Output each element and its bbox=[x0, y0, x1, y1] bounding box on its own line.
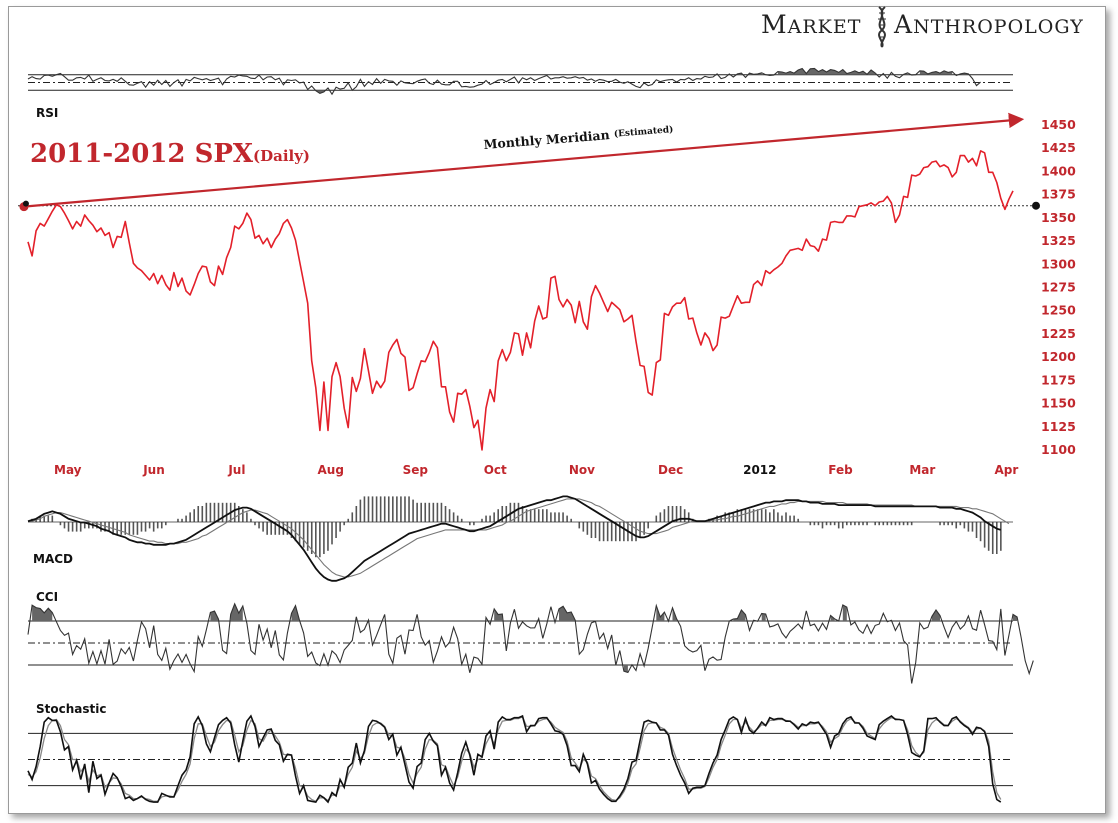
rsi-overbought-fill bbox=[919, 70, 953, 75]
y-tick-label: 1100 bbox=[1041, 442, 1076, 457]
cci-overbought-fill bbox=[656, 605, 665, 621]
y-tick-label: 1300 bbox=[1041, 256, 1076, 271]
cci-line bbox=[27, 602, 1034, 684]
stochastic-panel bbox=[27, 714, 1013, 804]
meridian-label: Monthly Meridian (Estimated) bbox=[483, 122, 674, 152]
cci-overbought-fill bbox=[291, 605, 300, 621]
cci-label: CCI bbox=[36, 590, 58, 604]
stochastic-fast-line bbox=[27, 714, 1002, 804]
price-panel: 1100 1125 1150 1175 1200 1225 1250 1275 1300 1325… bbox=[18, 112, 1076, 477]
cci-overbought-fill bbox=[559, 606, 576, 621]
y-tick-label: 1150 bbox=[1041, 396, 1076, 411]
x-tick-label: Sep bbox=[403, 463, 429, 477]
cci-overbought-fill bbox=[761, 613, 766, 621]
x-tick-label: Dec bbox=[658, 463, 683, 477]
macd-label: MACD bbox=[33, 552, 73, 566]
y-tick-label: 1125 bbox=[1041, 419, 1076, 434]
stochastic-slow-line bbox=[27, 716, 1002, 803]
rsi-panel bbox=[27, 67, 1013, 96]
cci-overbought-fill bbox=[842, 604, 847, 621]
cci-oversold-fill bbox=[623, 665, 628, 673]
cci-overbought-fill bbox=[230, 603, 243, 621]
brand-m: M bbox=[761, 10, 788, 39]
spx-price-line bbox=[27, 150, 1014, 451]
rsi-label: RSI bbox=[36, 106, 58, 120]
x-tick-label: Feb bbox=[828, 463, 853, 477]
cci-panel bbox=[27, 602, 1034, 684]
svg-text:ANTHROPOLOGY: ANTHROPOLOGY bbox=[893, 10, 1084, 39]
rsi-line bbox=[27, 67, 981, 96]
macd-line bbox=[27, 495, 1002, 582]
rsi-overbought-fill bbox=[777, 68, 876, 75]
chart-frame bbox=[8, 6, 1106, 814]
x-tick-label: Oct bbox=[484, 463, 507, 477]
x-tick-label: Nov bbox=[569, 463, 595, 477]
x-tick-label: Apr bbox=[994, 463, 1018, 477]
y-tick-label: 1350 bbox=[1041, 210, 1076, 225]
meridian-origin-marker bbox=[22, 200, 29, 207]
brand-logo: MARKET ANTHROPOLOGY bbox=[761, 6, 1084, 48]
y-tick-label: 1375 bbox=[1041, 187, 1076, 202]
x-tick-label: Jul bbox=[227, 463, 245, 477]
y-tick-label: 1275 bbox=[1041, 280, 1076, 295]
support-endpoint-dot bbox=[1032, 201, 1040, 210]
chart-title: 2011-2012 SPX bbox=[30, 139, 254, 169]
cci-overbought-fill bbox=[1013, 614, 1018, 621]
cci-overbought-fill bbox=[210, 611, 219, 621]
y-tick-label: 1425 bbox=[1041, 140, 1076, 155]
x-tick-label: Jun bbox=[142, 463, 165, 477]
macd-signal-line bbox=[28, 498, 1010, 578]
y-tick-label: 1175 bbox=[1041, 372, 1076, 387]
brand-nthropology: NTHROPOLOGY bbox=[913, 16, 1084, 38]
x-tick-label: 2012 bbox=[743, 463, 776, 477]
y-tick-label: 1225 bbox=[1041, 326, 1076, 341]
monthly-meridian-line bbox=[23, 112, 1025, 208]
y-tick-label: 1400 bbox=[1041, 163, 1076, 178]
x-tick-label: Mar bbox=[909, 463, 935, 477]
y-tick-label: 1250 bbox=[1041, 303, 1076, 318]
chart-subtitle: (Daily) bbox=[253, 147, 310, 165]
dna-helix-icon bbox=[878, 6, 886, 48]
macd-panel bbox=[27, 495, 1013, 582]
y-tick-label: 1325 bbox=[1041, 233, 1076, 248]
x-tick-label: Aug bbox=[318, 463, 344, 477]
brand-arket: ARKET bbox=[787, 16, 862, 38]
cci-overbought-fill bbox=[32, 605, 53, 621]
y-tick-label: 1450 bbox=[1041, 117, 1076, 132]
x-tick-label: May bbox=[54, 463, 82, 477]
svg-text:MARKET: MARKET bbox=[761, 10, 861, 39]
brand-a: A bbox=[893, 10, 913, 39]
stochastic-label: Stochastic bbox=[36, 702, 106, 716]
y-tick-label: 1200 bbox=[1041, 349, 1076, 364]
